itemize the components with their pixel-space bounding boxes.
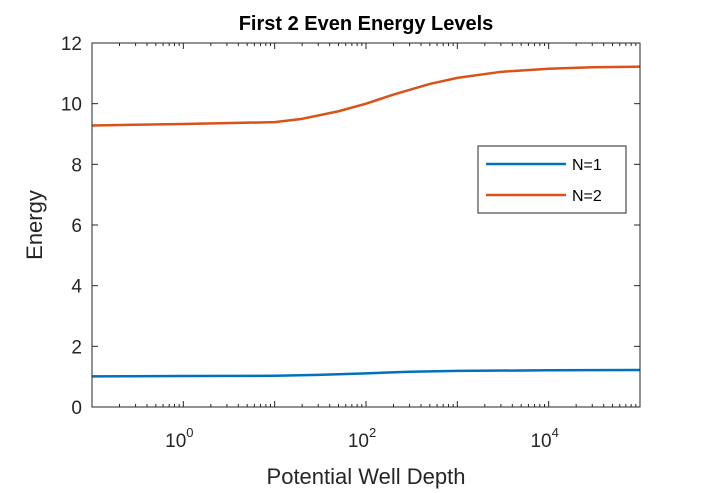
x-axis-label: Potential Well Depth: [267, 464, 466, 489]
y-tick-label: 6: [71, 216, 82, 237]
y-tick-label: 12: [61, 34, 82, 55]
y-tick-label: 0: [71, 398, 82, 419]
series-line-1: [91, 368, 641, 378]
y-tick-labels: 0 2 4 6 8 10 12: [61, 34, 83, 419]
y-tick-label: 8: [71, 155, 82, 176]
plot-border: [91, 42, 641, 408]
legend-label: N=2: [572, 188, 602, 205]
legend: N=1 N=2: [477, 145, 627, 214]
plot-area: [92, 43, 640, 407]
y-axis-label: Energy: [22, 190, 47, 260]
x-tick-label: 100: [165, 425, 193, 452]
series-layer: [91, 65, 641, 378]
x-tick-label: 104: [530, 425, 558, 452]
y-tick-label: 2: [71, 337, 82, 358]
series-line-2: [91, 65, 641, 127]
y-tick-label: 4: [71, 277, 82, 298]
legend-label: N=1: [572, 157, 602, 174]
x-tick-label: 102: [348, 425, 376, 452]
x-tick-labels: 100 102 104: [165, 425, 559, 452]
chart-title: First 2 Even Energy Levels: [239, 13, 494, 35]
y-tick-label: 10: [61, 95, 82, 116]
legend-box: [477, 145, 627, 214]
